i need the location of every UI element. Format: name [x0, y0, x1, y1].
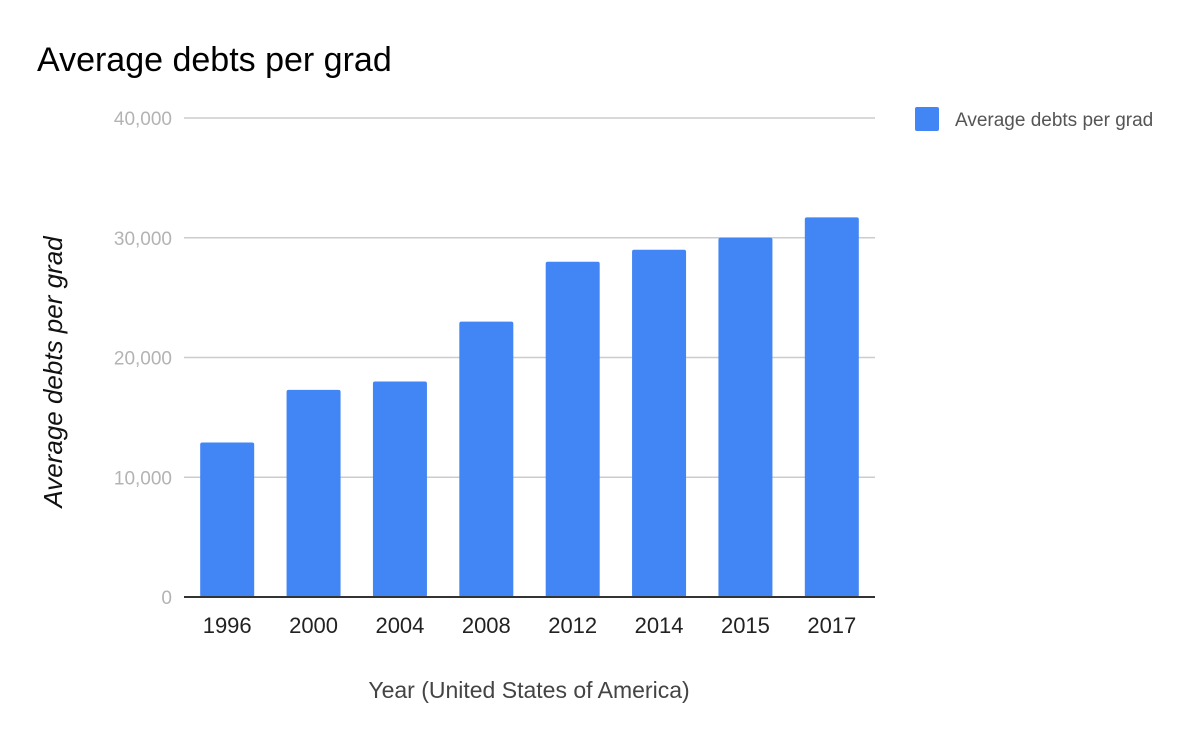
x-tick-label: 2017	[807, 613, 856, 638]
bar-1996	[200, 442, 255, 597]
bar-2008	[459, 321, 514, 597]
bar-2012	[545, 261, 600, 597]
x-tick-label: 2014	[635, 613, 684, 638]
y-tick-label: 0	[161, 588, 172, 609]
legend: Average debts per grad	[915, 107, 1153, 131]
y-tick-label: 20,000	[114, 349, 172, 370]
y-tick-label: 30,000	[114, 229, 172, 250]
bar-2014	[632, 249, 687, 597]
x-tick-label: 2000	[289, 613, 338, 638]
y-axis-title: Average debts per grad	[38, 235, 68, 510]
x-axis-title: Year (United States of America)	[368, 677, 689, 703]
bar-2017	[804, 217, 859, 597]
y-tick-label: 10,000	[114, 468, 172, 489]
bar-2000	[286, 389, 341, 597]
x-tick-label: 2008	[462, 613, 511, 638]
x-tick-label: 2012	[548, 613, 597, 638]
legend-swatch	[915, 107, 939, 131]
bar-2004	[372, 381, 427, 597]
bar-2015	[718, 237, 773, 597]
chart-title: Average debts per grad	[37, 41, 392, 79]
x-axis-ticks: 1996 2000 2004 2008 2012 2014 2015 2017	[203, 613, 857, 638]
x-tick-label: 1996	[203, 613, 252, 638]
y-tick-label: 40,000	[114, 109, 172, 130]
x-tick-label: 2015	[721, 613, 770, 638]
y-axis-ticks: 0 10,000 20,000 30,000 40,000	[114, 109, 172, 609]
legend-label: Average debts per grad	[955, 110, 1153, 131]
bars	[200, 217, 859, 597]
x-tick-label: 2004	[375, 613, 424, 638]
